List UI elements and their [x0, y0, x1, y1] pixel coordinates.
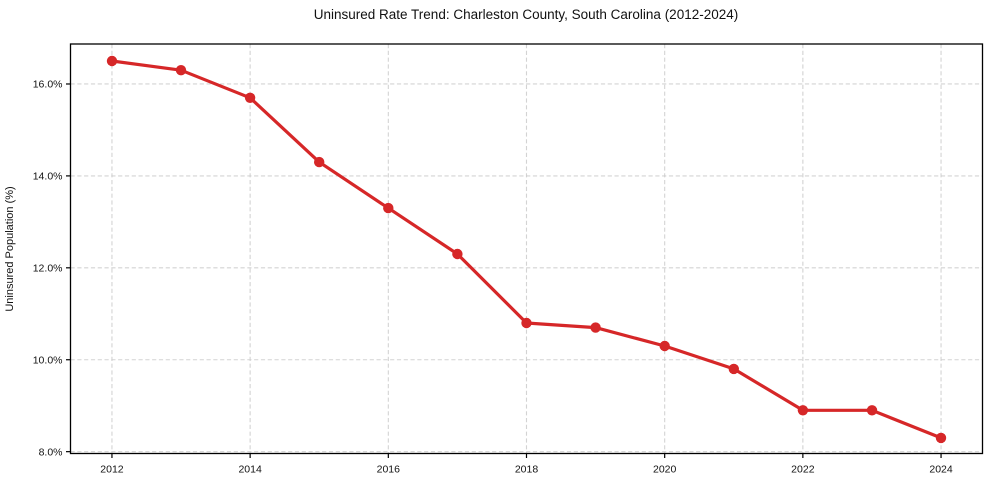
data-point-2024: [935, 432, 947, 444]
y-tick-label: 16.0%: [33, 79, 63, 91]
x-tick-label: 2012: [100, 464, 124, 476]
x-tick-labels: 2012 2014 2016 2018 2020 2022 2024: [100, 464, 953, 476]
y-tick-label: 8.0%: [39, 446, 63, 458]
data-point-2021: [728, 363, 739, 375]
x-tick-label: 2020: [653, 464, 677, 476]
y-tick-label: 10.0%: [33, 354, 63, 366]
x-tick-label: 2018: [515, 464, 539, 476]
data-point-2023: [866, 405, 878, 416]
data-point-2020: [659, 340, 670, 352]
data-point-2013: [175, 65, 187, 76]
y-gridlines: [70, 83, 983, 453]
y-tick-label: 12.0%: [33, 263, 63, 275]
plot-border: [69, 43, 984, 455]
data-point-2022: [797, 405, 809, 416]
data-point-2012: [106, 55, 118, 67]
chart-title: Uninsured Rate Trend: Charleston County,…: [314, 7, 739, 22]
data-point-2016: [383, 202, 394, 214]
data-point-2019: [590, 322, 601, 333]
y-tick-labels: 8.0% 10.0% 12.0% 14.0% 16.0%: [33, 79, 63, 459]
x-tick-label: 2022: [791, 464, 815, 476]
data-point-2014: [244, 92, 256, 104]
data-point-2015: [314, 156, 325, 168]
y-tick-label: 14.0%: [33, 171, 63, 183]
x-gridlines: [111, 44, 942, 454]
y-axis-ticks: [66, 83, 71, 453]
data-points: [106, 55, 947, 444]
data-point-2017: [452, 248, 463, 260]
x-tick-label: 2016: [377, 464, 401, 476]
x-tick-label: 2024: [929, 464, 953, 476]
x-tick-label: 2014: [238, 464, 262, 476]
x-axis-ticks: [111, 453, 942, 458]
y-axis-label: Uninsured Population (%): [4, 186, 16, 311]
data-point-2018: [521, 317, 532, 329]
